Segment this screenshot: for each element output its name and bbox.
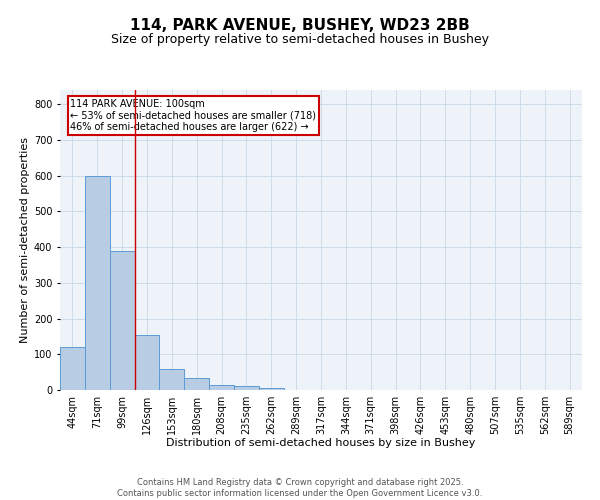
Bar (184, 378, 209, 390)
Bar (134, 334, 160, 390)
Bar (160, 368, 184, 390)
Bar (110, 250, 134, 390)
Bar (209, 384, 234, 390)
Bar (259, 388, 284, 390)
X-axis label: Distribution of semi-detached houses by size in Bushey: Distribution of semi-detached houses by … (166, 438, 476, 448)
Bar (60, 347, 85, 390)
Text: Size of property relative to semi-detached houses in Bushey: Size of property relative to semi-detach… (111, 32, 489, 46)
Text: 114, PARK AVENUE, BUSHEY, WD23 2BB: 114, PARK AVENUE, BUSHEY, WD23 2BB (130, 18, 470, 32)
Bar (234, 386, 259, 390)
Bar (85, 176, 110, 390)
Text: 114 PARK AVENUE: 100sqm
← 53% of semi-detached houses are smaller (718)
46% of s: 114 PARK AVENUE: 100sqm ← 53% of semi-de… (70, 99, 316, 132)
Y-axis label: Number of semi-detached properties: Number of semi-detached properties (20, 137, 29, 343)
Text: Contains HM Land Registry data © Crown copyright and database right 2025.
Contai: Contains HM Land Registry data © Crown c… (118, 478, 482, 498)
